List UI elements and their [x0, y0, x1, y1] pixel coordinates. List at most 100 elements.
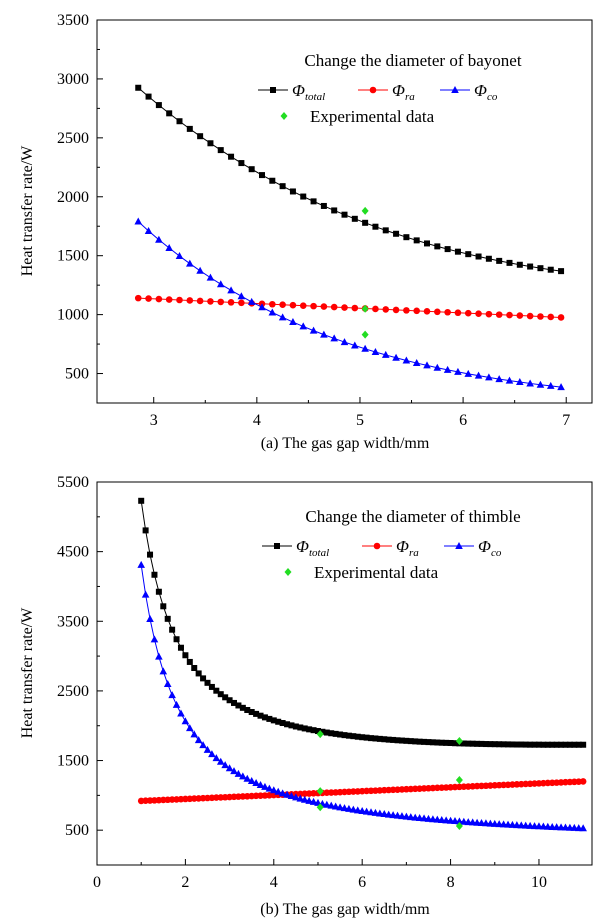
data-point-co: [261, 782, 269, 790]
data-point-co: [225, 764, 234, 772]
data-point-total: [421, 738, 428, 745]
data-point-total: [177, 644, 184, 651]
data-point-co: [230, 767, 238, 775]
y-tick-label: 2500: [57, 683, 89, 700]
data-point-co: [243, 774, 252, 782]
data-point-total: [289, 188, 296, 195]
data-point-co: [309, 326, 318, 334]
data-point-co: [163, 680, 172, 688]
y-tick-label: 1500: [57, 753, 89, 770]
data-point-total: [403, 737, 410, 744]
data-point-total: [487, 741, 494, 748]
data-point-co: [256, 780, 265, 788]
data-point-co: [412, 359, 421, 367]
y-tick-label: 3000: [57, 71, 89, 88]
data-point-total: [213, 687, 220, 694]
data-point-ra: [217, 298, 225, 306]
data-point-total: [575, 741, 582, 748]
data-point-ra: [176, 296, 183, 304]
data-point-total: [279, 720, 286, 727]
data-point-co: [402, 356, 411, 364]
data-point-total: [368, 735, 375, 742]
data-point-total: [398, 737, 405, 744]
data-point-total: [506, 259, 513, 266]
data-point-total: [200, 675, 207, 682]
legend-marker-co: [455, 542, 463, 549]
series-experimental: [361, 206, 369, 339]
data-point-total: [351, 215, 358, 222]
data-point-total: [393, 230, 400, 237]
data-point-total: [485, 255, 492, 262]
series-ra: [137, 778, 587, 805]
data-point-total: [354, 733, 361, 740]
data-point-co: [327, 801, 336, 809]
data-point-total: [176, 118, 183, 125]
data-point-co: [278, 789, 287, 797]
data-point-ra: [434, 308, 441, 316]
data-point-total: [166, 110, 173, 117]
data-point-total: [359, 734, 366, 741]
data-point-total: [204, 679, 211, 686]
data-point-co: [557, 383, 565, 391]
data-point-total: [186, 125, 193, 132]
data-point-ra: [579, 778, 587, 785]
data-point-co: [423, 361, 431, 369]
experimental-point: [455, 737, 463, 746]
data-point-ra: [485, 310, 493, 318]
legend-marker-co: [451, 86, 459, 93]
x-tick-label: 8: [447, 874, 455, 891]
data-point-co: [361, 344, 369, 352]
data-point-total: [496, 257, 503, 264]
series-line-total: [140, 500, 584, 746]
data-point-co: [305, 796, 313, 804]
data-point-co: [159, 667, 168, 675]
data-point-co: [433, 363, 442, 371]
data-point-total: [306, 726, 313, 733]
data-point-co: [177, 709, 185, 717]
data-point-ra: [444, 308, 451, 316]
legend-marker-ra: [373, 542, 381, 550]
data-point-co: [216, 280, 225, 288]
data-point-total: [385, 736, 392, 743]
legend-label-co: Φco: [474, 81, 498, 103]
x-tick-label: 3: [150, 412, 158, 429]
data-point-co: [349, 805, 358, 813]
data-point-co: [134, 217, 143, 225]
data-point-co: [289, 318, 297, 326]
plot-frame-a: [96, 19, 593, 404]
series-co: [134, 217, 565, 391]
series-group-b: [137, 497, 587, 832]
y-tick-label: 3500: [57, 613, 89, 630]
data-point-ra: [547, 313, 555, 321]
data-point-co: [309, 797, 318, 805]
data-point-total: [244, 706, 251, 713]
data-point-total: [328, 730, 335, 737]
chart-title-b: Change the diameter of thimble: [305, 507, 520, 526]
legend-b: Φtotal Φra Φco Experimental data: [262, 537, 502, 582]
data-point-total: [269, 177, 276, 184]
data-point-co: [336, 803, 344, 811]
data-point-co: [212, 754, 221, 762]
data-point-total: [513, 741, 520, 748]
data-point-ra: [423, 308, 431, 315]
data-point-ra: [392, 306, 400, 314]
data-point-total: [173, 636, 180, 643]
data-point-co: [175, 252, 184, 260]
data-point-co: [186, 724, 194, 732]
data-point-total: [500, 741, 507, 748]
data-point-co: [526, 379, 534, 387]
data-point-total: [147, 551, 154, 558]
data-point-co: [371, 347, 380, 355]
data-point-total: [266, 715, 273, 722]
data-point-co: [299, 322, 308, 330]
data-point-total: [323, 729, 330, 736]
data-point-total: [509, 741, 516, 748]
legend-marker-total: [270, 87, 276, 93]
data-point-total: [553, 741, 560, 748]
data-point-total: [155, 102, 162, 109]
data-point-co: [292, 793, 300, 801]
data-point-total: [261, 714, 268, 721]
data-point-total: [238, 160, 245, 167]
y-tick-label: 1000: [57, 307, 89, 324]
data-point-ra: [134, 294, 142, 302]
